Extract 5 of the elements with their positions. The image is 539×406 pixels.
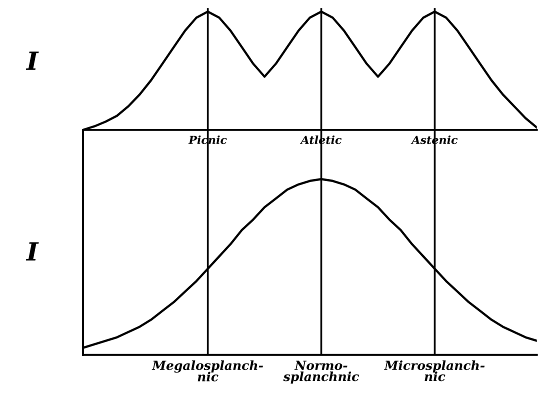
x-tick-label: Megalosplanch- nic bbox=[152, 360, 263, 382]
y-axis-title: I bbox=[26, 52, 39, 70]
x-tick-label: Normo- splanchnic bbox=[283, 360, 359, 384]
x-tick-label: Microsplanch- nic bbox=[384, 360, 485, 382]
y-axis-title: I bbox=[26, 242, 39, 261]
